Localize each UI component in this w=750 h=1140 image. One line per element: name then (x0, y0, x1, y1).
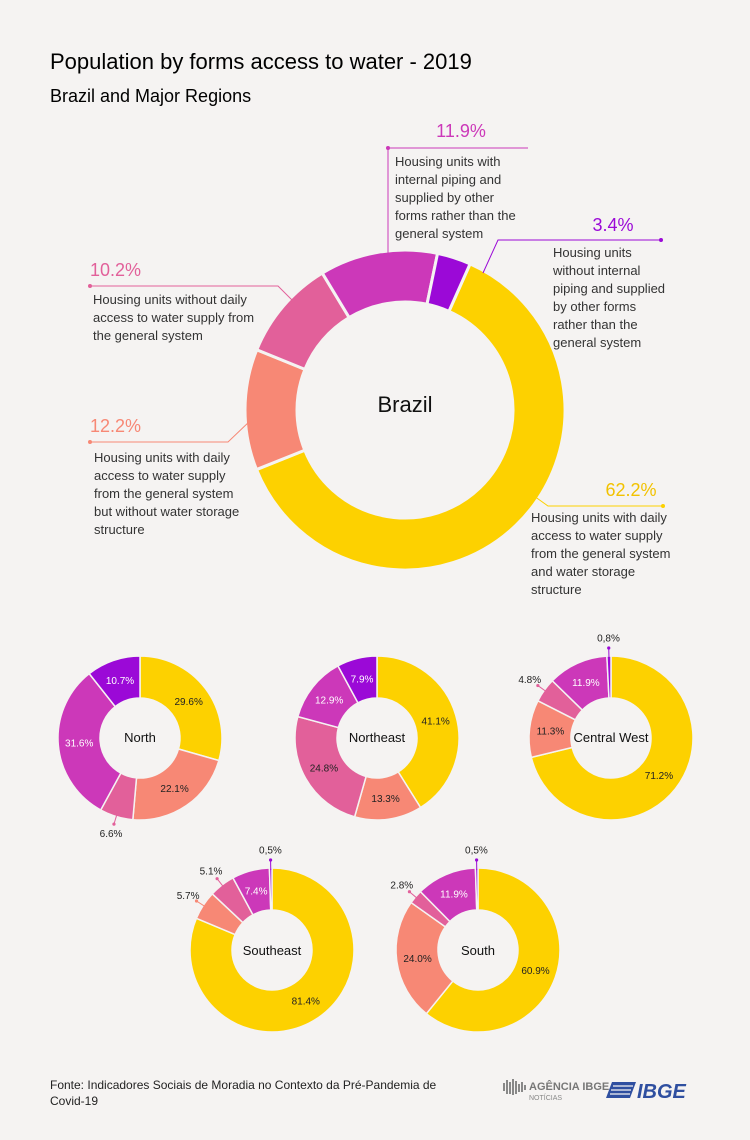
annotation-storage: 62.2% Housing units with daily access to… (531, 480, 674, 597)
donut-north-title: North (124, 730, 156, 745)
donut-brazil (243, 248, 567, 572)
donut-centralwest-label-no-piping-other: 0,8% (597, 634, 620, 645)
donut-south-label-no-daily: 2.8% (390, 881, 413, 892)
donut-centralwest-slice-storage (530, 655, 694, 821)
annotation-no-piping-other-text: Housing units without internal piping an… (552, 245, 669, 350)
leader-lines (88, 146, 665, 508)
page-title: Population by forms access to water - 20… (50, 49, 472, 74)
donut-northeast-slice-no-daily (294, 715, 368, 818)
donut-south-label-no-piping-other: 0,5% (465, 846, 488, 857)
donut-south-slice-no-piping-other (474, 867, 479, 911)
annotation-no-storage-pct: 12.2% (90, 416, 141, 436)
donut-brazil-title: Brazil (377, 392, 432, 417)
donut-southeast-tick-no-daily (216, 878, 224, 887)
donut-southeast-tick-no-storage (196, 900, 206, 907)
donut-northeast-label-no-piping-other: 7.9% (351, 674, 374, 685)
donut-centralwest-label-storage: 71.2% (645, 771, 673, 782)
donut-main-slice-no-piping-other (425, 251, 473, 314)
leader-piping-other (386, 146, 528, 255)
donut-southeast-slice-storage (189, 867, 355, 1033)
donut-north-tick-no-daily (113, 814, 118, 825)
donut-northeast-slice-no-piping-other (336, 655, 378, 704)
annotation-piping-other: 11.9% Housing units with internal piping… (395, 121, 519, 241)
donut-centralwest-label-no-storage: 11.3% (537, 726, 565, 737)
annotation-no-daily-text: Housing units without daily access to wa… (93, 292, 258, 343)
donut-north-label-piping-other: 31.6% (65, 739, 93, 750)
donut-northeast-label-piping-other: 12.9% (315, 696, 343, 707)
donut-main-slice-no-storage (243, 347, 307, 472)
leader-no-storage (88, 419, 252, 444)
donut-south-label-piping-other: 11.9% (440, 889, 468, 900)
donut-south-tick-dot-no-piping-other (474, 858, 479, 862)
donut-south-tick-no-daily (409, 891, 418, 899)
donut-south: 60.9% 24.0% 2.8% 11.9% 0,5% (390, 846, 561, 1033)
donut-south-tick-dot-no-daily (407, 890, 412, 894)
donut-central-west-title: Central West (574, 730, 649, 745)
agencia-ibge-logo: AGÊNCIA IBGE NOTÍCIAS (503, 1079, 609, 1102)
donut-south-slice-storage (425, 867, 561, 1033)
donut-southeast-label-storage: 81.4% (292, 996, 320, 1007)
donut-north-slice-storage (139, 655, 223, 762)
donut-north-label-no-daily: 6.6% (100, 829, 123, 840)
annotation-storage-pct: 62.2% (605, 480, 656, 500)
annotation-no-daily: 10.2% Housing units without daily access… (90, 260, 258, 343)
donut-north-label-no-piping-other: 10.7% (106, 676, 134, 687)
donut-northeast-label-storage: 41.1% (421, 717, 449, 728)
donut-southeast-title: Southeast (243, 943, 302, 958)
donut-centralwest-label-no-daily: 4.8% (518, 675, 541, 686)
donut-north-slice-no-piping-other (88, 655, 141, 708)
donut-centralwest-slice-no-piping-other (606, 655, 612, 699)
annotation-no-piping-other-pct: 3.4% (592, 215, 633, 235)
donut-north-label-storage: 29.6% (175, 697, 203, 708)
ibge-wordmark: IBGE (637, 1081, 687, 1103)
donut-southeast-slice-no-piping-other (268, 867, 273, 911)
donut-southeast-tick-dot-no-piping-other (268, 858, 273, 862)
annotation-no-piping-other: 3.4% Housing units without internal pipi… (552, 215, 669, 350)
annotation-piping-other-text: Housing units with internal piping and s… (395, 154, 519, 241)
donut-south-slice-no-storage (395, 901, 454, 1015)
donut-northeast-label-no-storage: 13.3% (371, 794, 399, 805)
annotation-no-storage: 12.2% Housing units with daily access to… (90, 416, 243, 537)
donut-southeast-label-piping-other: 7.4% (245, 887, 268, 898)
donut-main-slice-storage (254, 261, 567, 572)
donut-north-tick-dot-no-daily (112, 822, 116, 826)
donut-north: 29.6% 22.1% 6.6% 31.6% 10.7% (57, 655, 223, 840)
donut-central-west: 71.2% 11.3% 4.8% 11.9% 0,8% (518, 634, 694, 821)
source-note: Fonte: Indicadores Sociais de Moradia no… (50, 1078, 440, 1108)
donut-centralwest-tick-no-daily (537, 685, 547, 692)
donut-southeast: 81.4% 5.7% 5.1% 7.4% 0,5% (177, 846, 355, 1033)
donut-southeast-tick-dot-no-storage (194, 899, 199, 903)
agencia-mark-icon (503, 1079, 526, 1095)
agencia-ibge-wordmark: AGÊNCIA IBGE (529, 1080, 609, 1093)
donut-northeast: 41.1% 13.3% 24.8% 12.9% 7.9% (294, 655, 460, 821)
donut-south-label-storage: 60.9% (521, 966, 549, 977)
annotation-no-storage-text: Housing units with daily access to water… (94, 450, 243, 537)
donut-centralwest-tick-dot-no-daily (536, 683, 540, 688)
page-subtitle: Brazil and Major Regions (50, 86, 251, 106)
donut-northeast-label-no-daily: 24.8% (310, 764, 338, 775)
donut-southeast-tick-dot-no-daily (215, 877, 219, 881)
leader-storage (533, 495, 665, 508)
donut-south-title: South (461, 943, 495, 958)
donut-centralwest-label-piping-other: 11.9% (572, 678, 600, 689)
donut-northeast-title: Northeast (349, 730, 406, 745)
ibge-mark-icon (606, 1082, 636, 1098)
annotation-storage-text: Housing units with daily access to water… (531, 510, 674, 597)
donut-southeast-label-no-storage: 5.7% (177, 891, 200, 902)
donut-south-label-no-storage: 24.0% (403, 954, 431, 965)
donut-north-slice-piping-other (57, 672, 122, 811)
donut-centralwest-tick-dot-no-piping-other (607, 646, 611, 650)
agencia-noticias-wordmark: NOTÍCIAS (529, 1093, 562, 1102)
leader-no-piping-other (482, 238, 663, 274)
donut-southeast-label-no-piping-other: 0,5% (259, 846, 282, 857)
donut-northeast-slice-storage (376, 655, 460, 809)
annotation-piping-other-pct: 11.9% (436, 121, 486, 141)
donut-southeast-label-no-daily: 5.1% (200, 866, 223, 877)
leader-no-daily (88, 284, 293, 301)
donut-north-label-no-storage: 22.1% (160, 784, 188, 795)
annotation-no-daily-pct: 10.2% (90, 260, 141, 280)
ibge-logo: IBGE (606, 1081, 687, 1103)
